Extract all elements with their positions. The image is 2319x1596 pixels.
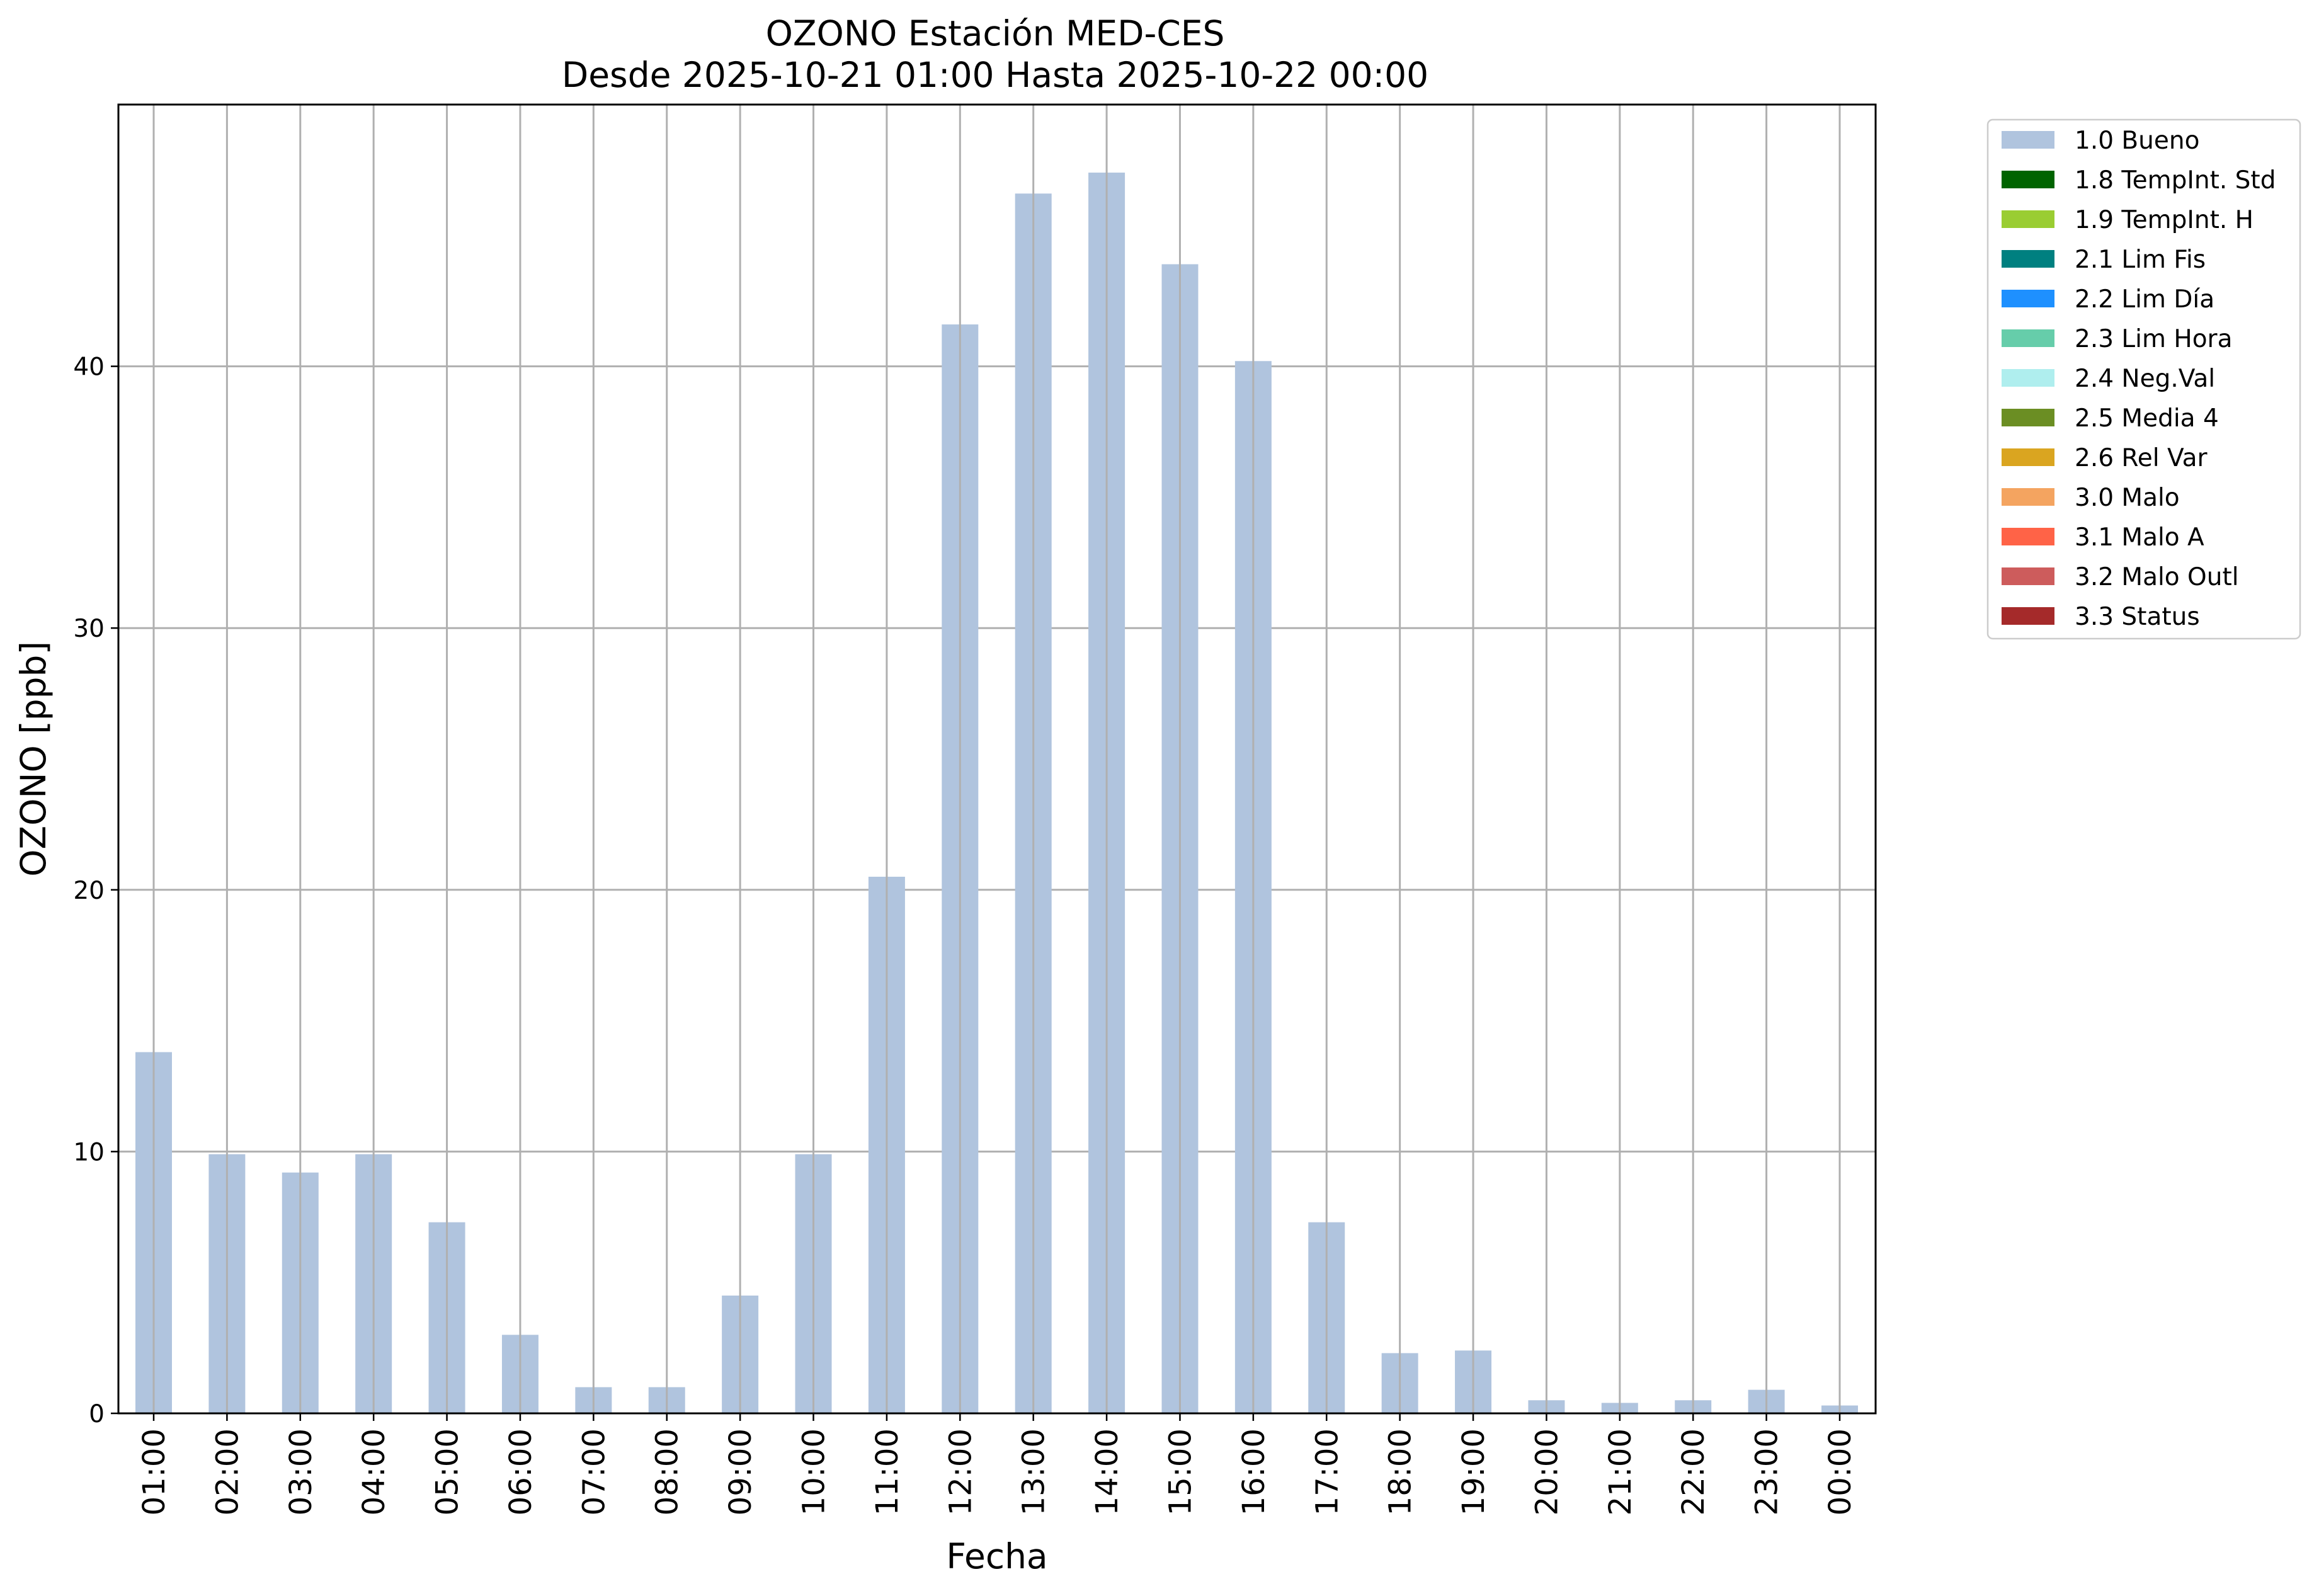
legend-swatch (2002, 567, 2054, 585)
x-tick-label: 01:00 (137, 1428, 172, 1515)
x-tick-label: 08:00 (650, 1428, 685, 1515)
legend-entry-label: 1.9 TempInt. H (2075, 206, 2253, 234)
x-tick-label: 00:00 (1823, 1428, 1858, 1515)
legend-swatch (2002, 607, 2054, 625)
y-axis-ticks: 0 10 20 30 40 (73, 353, 118, 1428)
legend-entry-label: 2.2 Lim Día (2075, 285, 2214, 314)
legend-swatch (2002, 528, 2054, 545)
legend-swatch (2002, 210, 2054, 228)
x-tick-label: 19:00 (1456, 1428, 1491, 1515)
x-tick-label: 07:00 (576, 1428, 612, 1515)
legend-entry-label: 2.3 Lim Hora (2075, 325, 2233, 353)
legend-entry-label: 2.5 Media 4 (2075, 404, 2219, 433)
chart-title: OZONO Estación MED-CES (766, 13, 1225, 54)
y-tick-label: 30 (73, 615, 105, 643)
plot-frame (117, 103, 1877, 1415)
x-tick-label: 09:00 (723, 1428, 758, 1515)
legend-swatch (2002, 329, 2054, 347)
legend-swatch (2002, 409, 2054, 426)
legend-entry-label: 3.2 Malo Outl (2075, 563, 2239, 591)
legend-entry-label: 3.3 Status (2075, 603, 2200, 631)
y-tick-label: 0 (89, 1400, 105, 1428)
x-tick-label: 05:00 (430, 1428, 465, 1515)
legend-entry-label: 3.0 Malo (2075, 484, 2180, 512)
legend-entry-label: 1.8 TempInt. Std (2075, 166, 2276, 195)
bars (135, 173, 1858, 1414)
legend-swatch (2002, 488, 2054, 506)
legend-swatch (2002, 171, 2054, 188)
x-tick-label: 13:00 (1017, 1428, 1052, 1515)
x-tick-label: 04:00 (356, 1428, 392, 1515)
legend-swatch (2002, 250, 2054, 268)
x-axis-ticks: 01:00 02:00 03:00 04:00 05:00 06:00 07:00 08:00… (137, 1413, 1858, 1515)
legend-swatch (2002, 369, 2054, 387)
x-tick-label: 22:00 (1676, 1428, 1711, 1515)
legend-entry-label: 2.4 Neg.Val (2075, 365, 2215, 393)
x-grid-lines (152, 105, 1841, 1413)
y-tick-label: 10 (73, 1138, 105, 1166)
legend-swatch (2002, 448, 2054, 466)
x-tick-label: 20:00 (1529, 1428, 1564, 1515)
x-tick-label: 03:00 (283, 1428, 319, 1515)
x-tick-label: 02:00 (210, 1428, 245, 1515)
x-tick-label: 16:00 (1236, 1428, 1272, 1515)
legend-box (1986, 118, 2301, 640)
legend-entry-label: 1.0 Bueno (2075, 127, 2199, 155)
x-tick-label: 18:00 (1383, 1428, 1418, 1515)
chart-subtitle: Desde 2025-10-21 01:00 Hasta 2025-10-22 … (562, 55, 1428, 95)
legend-swatch (2002, 131, 2054, 149)
x-tick-label: 17:00 (1309, 1428, 1345, 1515)
legend-entry-label: 2.1 Lim Fis (2075, 246, 2206, 274)
y-tick-label: 20 (73, 877, 105, 905)
x-tick-label: 10:00 (797, 1428, 832, 1515)
legend-entry-label: 3.1 Malo A (2075, 523, 2204, 552)
x-tick-label: 21:00 (1603, 1428, 1638, 1515)
legend-entry-label: 2.6 Rel Var (2075, 444, 2208, 472)
x-tick-label: 14:00 (1090, 1428, 1125, 1515)
x-tick-label: 12:00 (943, 1428, 978, 1515)
legend-swatch (2002, 290, 2054, 307)
x-tick-label: 15:00 (1163, 1428, 1198, 1515)
legend: 1.0 Bueno 1.8 TempInt. Std 1.9 TempInt. H 2… (1986, 118, 2301, 640)
x-tick-label: 06:00 (503, 1428, 538, 1515)
x-tick-label: 11:00 (870, 1428, 905, 1515)
x-axis-label: Fecha (946, 1536, 1047, 1576)
y-axis-label: OZONO [ppb] (13, 641, 54, 877)
x-tick-label: 23:00 (1750, 1428, 1785, 1515)
y-tick-label: 40 (73, 353, 105, 382)
